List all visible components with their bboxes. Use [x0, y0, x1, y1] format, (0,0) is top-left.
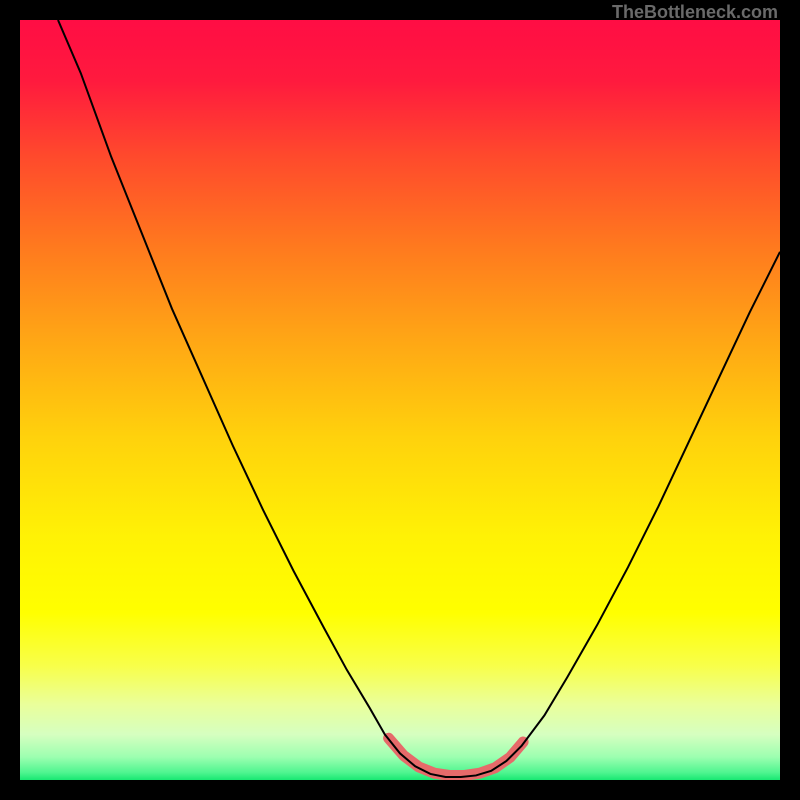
curve-layer: [20, 20, 780, 780]
watermark-text: TheBottleneck.com: [612, 2, 778, 23]
main-curve-path: [58, 20, 780, 777]
chart-container: TheBottleneck.com: [0, 0, 800, 800]
bottom-marker-path: [389, 738, 524, 775]
plot-area: [20, 20, 780, 780]
